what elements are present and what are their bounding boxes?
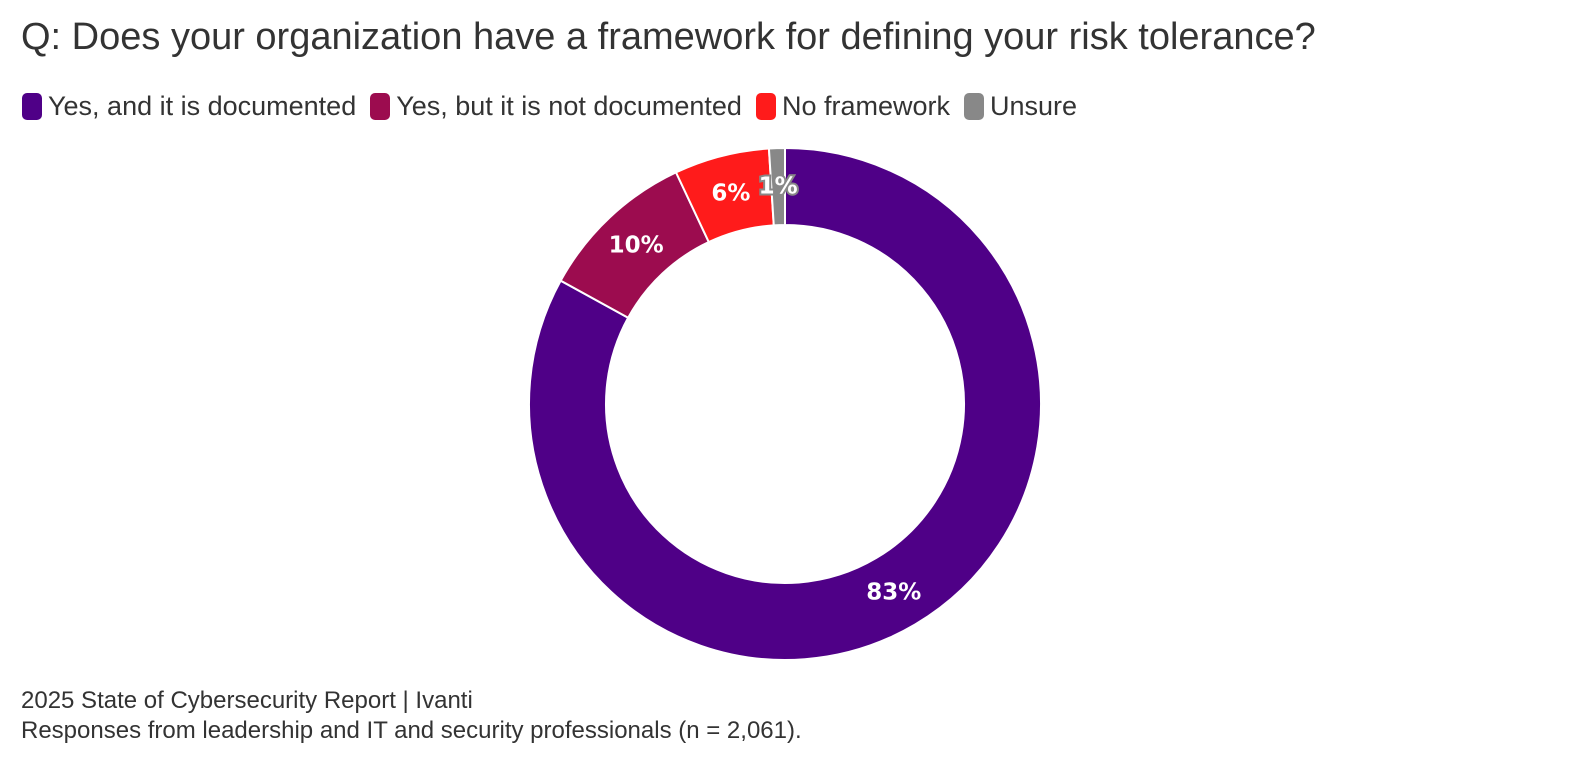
legend-swatch [755,92,776,120]
legend-item: Unsure [964,91,1077,122]
chart-title: Q: Does your organization have a framewo… [21,16,1316,58]
chart-footer: 2025 State of Cybersecurity Report | Iva… [21,686,802,746]
slice-label: 1% [759,174,798,200]
legend-swatch [22,92,42,120]
legend-label: Unsure [990,90,1078,121]
legend-swatch [370,92,391,120]
donut-slice [528,146,1042,661]
legend-swatch [964,92,984,120]
respondents-note: Responses from leadership and IT and sec… [21,717,802,744]
legend-label: No framework [781,90,950,121]
slice-label: 6% [711,180,750,206]
legend-item: Yes, but it is not documented [370,91,742,122]
legend-label: Yes, and it is documented [48,90,357,121]
slice-label: 83% [866,579,921,605]
donut-slice [767,146,786,227]
legend-item: No framework [755,90,950,122]
slice-label: 10% [609,232,664,258]
source-note: 2025 State of Cybersecurity Report | Iva… [21,687,473,714]
legend-label: Yes, but it is not documented [396,90,742,121]
chart-legend: Yes, and it is documented Yes, but it is … [22,88,1091,124]
legend-item: Yes, and it is documented [22,91,356,122]
